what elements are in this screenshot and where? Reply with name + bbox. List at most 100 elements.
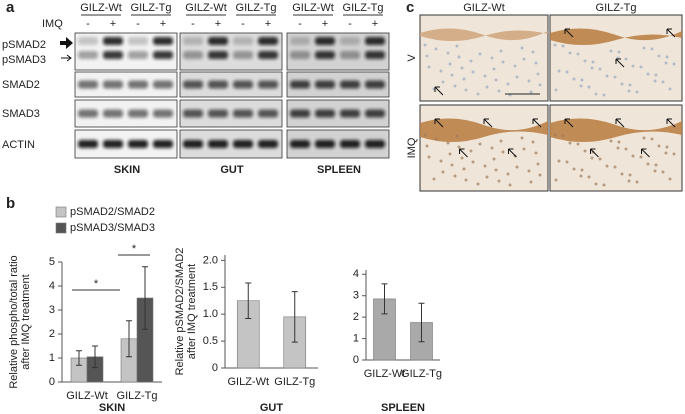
blot-band — [153, 51, 173, 59]
nucleus — [590, 66, 594, 70]
nucleus — [457, 55, 461, 59]
blot-band — [365, 51, 385, 59]
tissue-label: SPLEEN — [317, 164, 361, 176]
western-blots — [74, 32, 390, 159]
blot-band — [258, 140, 278, 148]
nucleus — [617, 140, 621, 144]
y-tick-label: 0.5 — [203, 335, 218, 347]
row-label: pSMAD3 — [2, 54, 46, 66]
nucleus — [580, 78, 584, 82]
nucleus — [464, 88, 468, 92]
y-tick-label: 2 — [353, 311, 359, 323]
nucleus — [661, 80, 665, 84]
x-tick-label: GILZ-Wt — [364, 368, 406, 380]
nucleus — [434, 47, 438, 51]
row-label: ACTIN — [2, 139, 35, 151]
sign: + — [160, 18, 166, 30]
error-bar — [245, 282, 252, 319]
treatment-label: IMQ — [42, 18, 63, 30]
nucleus — [635, 180, 639, 184]
arrow — [434, 86, 444, 96]
nucleus — [455, 134, 459, 138]
nucleus — [494, 78, 498, 82]
nucleus — [478, 52, 482, 56]
blot-band — [183, 140, 203, 148]
epidermis — [550, 28, 682, 45]
nucleus — [522, 57, 526, 61]
nucleus — [464, 178, 468, 182]
nucleus — [508, 183, 512, 187]
nucleus — [448, 152, 452, 156]
nucleus — [553, 43, 557, 47]
blot-band — [365, 37, 385, 45]
blot-band — [128, 51, 148, 59]
blot-band — [290, 140, 310, 148]
blot-band — [340, 51, 360, 59]
nucleus — [646, 162, 650, 166]
epidermis — [550, 118, 682, 142]
blot-band — [153, 37, 173, 45]
blot-band — [258, 51, 278, 59]
nucleus — [627, 89, 631, 93]
nucleus — [668, 87, 672, 91]
arrow — [615, 118, 625, 128]
nucleus — [497, 89, 501, 93]
micrograph — [549, 104, 683, 192]
blot-band — [183, 51, 203, 59]
nucleus — [591, 60, 595, 64]
x-tick-label: GILZ-Wt — [227, 376, 269, 388]
nucleus — [427, 155, 431, 159]
nucleus — [434, 137, 438, 141]
nucleus — [613, 165, 617, 169]
x-tick-label: GILZ-Tg — [274, 376, 315, 388]
nucleus — [490, 56, 494, 60]
blot-band — [208, 140, 228, 148]
error-bar — [381, 283, 388, 315]
nucleus — [609, 139, 613, 143]
x-tick-label: GILZ-Tg — [401, 368, 442, 380]
nucleus — [613, 75, 617, 79]
nucleus — [653, 79, 657, 83]
row-label: SMAD2 — [2, 79, 40, 91]
blot-band — [365, 80, 385, 89]
blot-band — [315, 140, 335, 148]
blot-band — [208, 51, 228, 59]
nucleus — [620, 82, 624, 86]
annotation: * — [94, 278, 99, 290]
y-tick-label: 1 — [49, 352, 55, 364]
arrow — [666, 28, 676, 38]
nucleus — [594, 92, 598, 96]
nucleus — [538, 173, 542, 177]
blot-band — [233, 109, 253, 118]
nucleus — [587, 85, 591, 89]
nucleus — [576, 142, 580, 146]
nucleus — [553, 133, 557, 137]
error-bar — [291, 291, 298, 343]
y-tick-label: 5 — [49, 256, 55, 268]
micrograph — [419, 14, 549, 102]
nucleus — [453, 84, 457, 88]
nucleus — [657, 54, 661, 58]
column-label: GILZ-Tg — [596, 2, 637, 14]
blot-band — [78, 80, 98, 89]
nucleus — [602, 183, 606, 187]
blot-band — [340, 140, 360, 148]
group-label: GILZ-Wt — [292, 2, 334, 14]
annotation: * — [132, 243, 137, 255]
nucleus — [583, 59, 587, 63]
group-label: GILZ-Tg — [343, 2, 384, 14]
nucleus — [534, 151, 538, 155]
nucleus — [485, 85, 489, 89]
y-tick-label: 3 — [49, 304, 55, 316]
nucleus — [661, 170, 665, 174]
panel-label: c — [406, 0, 414, 16]
arrow — [508, 148, 517, 158]
arrow — [483, 118, 493, 128]
blot-band — [183, 80, 203, 89]
row-label: pSMAD2 — [2, 39, 46, 51]
nucleus — [450, 163, 454, 167]
nucleus — [639, 65, 643, 69]
nucleus — [453, 174, 457, 178]
blot-band — [128, 109, 148, 118]
sign: + — [215, 18, 221, 30]
